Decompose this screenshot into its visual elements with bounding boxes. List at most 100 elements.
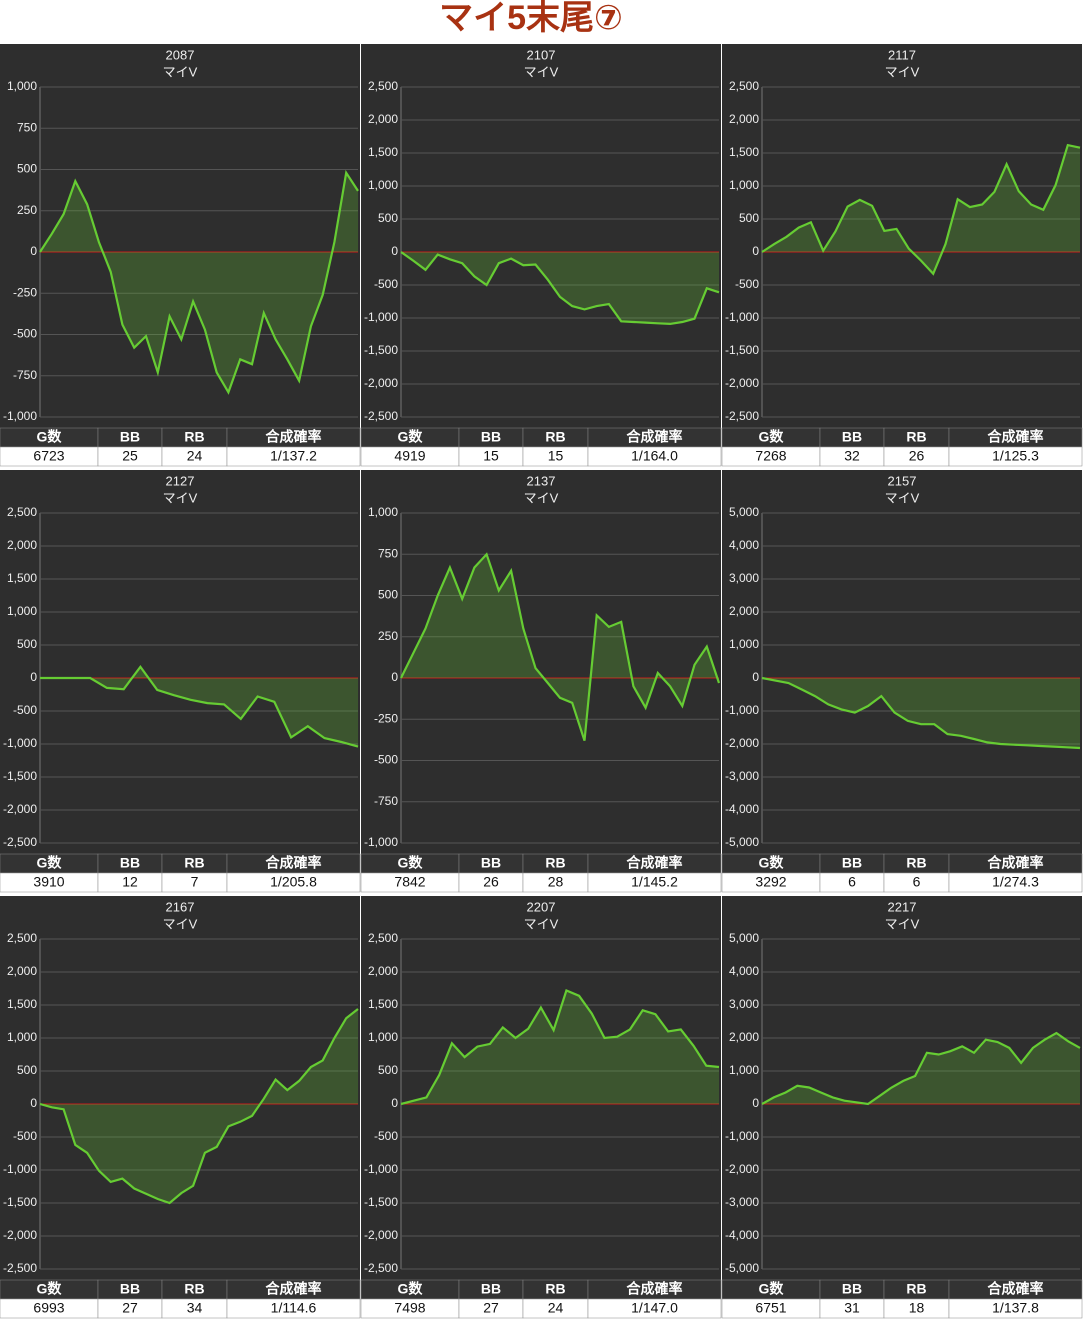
y-tick-label: 5,000 — [729, 931, 759, 945]
y-tick-label: -3,000 — [725, 1195, 759, 1209]
chart-subtitle: マイV — [885, 490, 920, 505]
table-value: 31 — [844, 1300, 860, 1316]
y-tick-label: 2,500 — [7, 505, 37, 519]
y-tick-label: 0 — [752, 670, 759, 684]
y-tick-label: 3,000 — [729, 571, 759, 585]
table-header: 合成確率 — [627, 855, 683, 871]
table-value: 24 — [548, 1300, 564, 1316]
plot-bg — [0, 44, 360, 428]
y-tick-label: 1,000 — [729, 1063, 759, 1077]
y-tick-label: 0 — [30, 670, 37, 684]
table-header: G数 — [759, 429, 785, 445]
y-tick-label: -1,000 — [725, 310, 759, 324]
table-value: 7498 — [394, 1300, 425, 1316]
plot-bg — [722, 896, 1082, 1280]
table-header: BB — [120, 429, 140, 445]
chart-subtitle: マイV — [163, 490, 198, 505]
y-tick-label: 1,000 — [368, 178, 398, 192]
y-tick-label: 750 — [17, 120, 37, 134]
table-value: 18 — [909, 1300, 925, 1316]
y-tick-label: -2,000 — [3, 1228, 37, 1242]
y-tick-label: 1,500 — [368, 145, 398, 159]
y-tick-label: -4,000 — [725, 1228, 759, 1242]
y-tick-label: -500 — [13, 1129, 37, 1143]
y-tick-label: -1,000 — [3, 1162, 37, 1176]
area — [762, 1033, 1080, 1104]
line — [400, 989, 720, 1106]
y-tick-label: 1,500 — [7, 571, 37, 585]
area — [401, 554, 719, 741]
table-value: 6751 — [755, 1300, 786, 1316]
table-header: RB — [906, 1281, 926, 1297]
y-tick-label: -500 — [374, 1129, 398, 1143]
table-header: 合成確率 — [266, 1281, 322, 1297]
y-tick-label: 4,000 — [729, 964, 759, 978]
table-value: 1/114.6 — [271, 1300, 317, 1316]
line — [39, 169, 359, 395]
y-tick-label: -500 — [735, 277, 759, 291]
area — [762, 145, 1080, 274]
y-tick-label: 2,500 — [7, 931, 37, 945]
y-tick-label: 1,000 — [7, 604, 37, 618]
y-tick-label: 250 — [17, 203, 37, 217]
table-cell — [587, 872, 722, 893]
y-tick-label: -2,000 — [725, 736, 759, 750]
y-tick-label: -2,500 — [364, 1261, 398, 1275]
header-bg — [0, 0, 1083, 44]
y-tick-label: 2,000 — [368, 964, 398, 978]
y-tick-label: 500 — [739, 211, 759, 225]
y-tick-label: -1,500 — [364, 343, 398, 357]
area — [40, 172, 358, 393]
y-tick-label: 1,500 — [729, 145, 759, 159]
area — [762, 678, 1080, 748]
y-tick-label: -2,000 — [364, 376, 398, 390]
table-value: 7842 — [394, 874, 425, 890]
area — [401, 990, 719, 1104]
y-tick-label: 2,000 — [368, 112, 398, 126]
y-tick-label: -250 — [13, 285, 37, 299]
table-value: 6 — [913, 874, 921, 890]
table-header: 合成確率 — [627, 1281, 683, 1297]
chart-subtitle: マイV — [524, 490, 559, 505]
table-header: G数 — [398, 855, 424, 871]
y-tick-label: -1,500 — [725, 343, 759, 357]
y-tick-label: 500 — [378, 588, 398, 602]
chart-title: 2157 — [888, 473, 917, 488]
y-tick-label: 0 — [391, 244, 398, 258]
y-tick-label: 0 — [391, 1096, 398, 1110]
table-cell — [948, 1298, 1083, 1319]
y-tick-label: -4,000 — [725, 802, 759, 816]
table-cell — [948, 872, 1083, 893]
table-value: 1/147.0 — [631, 1300, 678, 1316]
table-header: BB — [842, 429, 862, 445]
y-tick-label: -2,000 — [3, 802, 37, 816]
chart-subtitle: マイV — [524, 916, 559, 931]
table-header: G数 — [37, 1281, 63, 1297]
table-value: 1/274.3 — [992, 874, 1039, 890]
y-tick-label: 1,000 — [7, 1030, 37, 1044]
y-tick-label: 500 — [17, 1063, 37, 1077]
table-value: 12 — [122, 874, 138, 890]
table-cell — [587, 1298, 722, 1319]
table-value: 26 — [909, 448, 925, 464]
y-tick-label: -3,000 — [725, 769, 759, 783]
line — [40, 664, 359, 748]
table-header: BB — [120, 855, 140, 871]
y-tick-label: 2,000 — [7, 964, 37, 978]
y-tick-label: 2,000 — [729, 1030, 759, 1044]
table-value: 28 — [548, 874, 564, 890]
table-value: 6723 — [33, 448, 64, 464]
chart-title: 2127 — [166, 473, 195, 488]
y-tick-label: -2,500 — [3, 1261, 37, 1275]
y-tick-label: -2,500 — [364, 409, 398, 423]
y-tick-label: -2,500 — [725, 409, 759, 423]
y-tick-label: -5,000 — [725, 835, 759, 849]
table-header: RB — [184, 1281, 204, 1297]
table-value: 1/137.2 — [270, 448, 317, 464]
y-tick-label: -750 — [13, 368, 37, 382]
table-cell — [226, 872, 361, 893]
y-tick-label: -1,000 — [364, 835, 398, 849]
table-header: 合成確率 — [627, 429, 683, 445]
table-value: 6 — [848, 874, 856, 890]
chart-title: 2217 — [888, 899, 917, 914]
